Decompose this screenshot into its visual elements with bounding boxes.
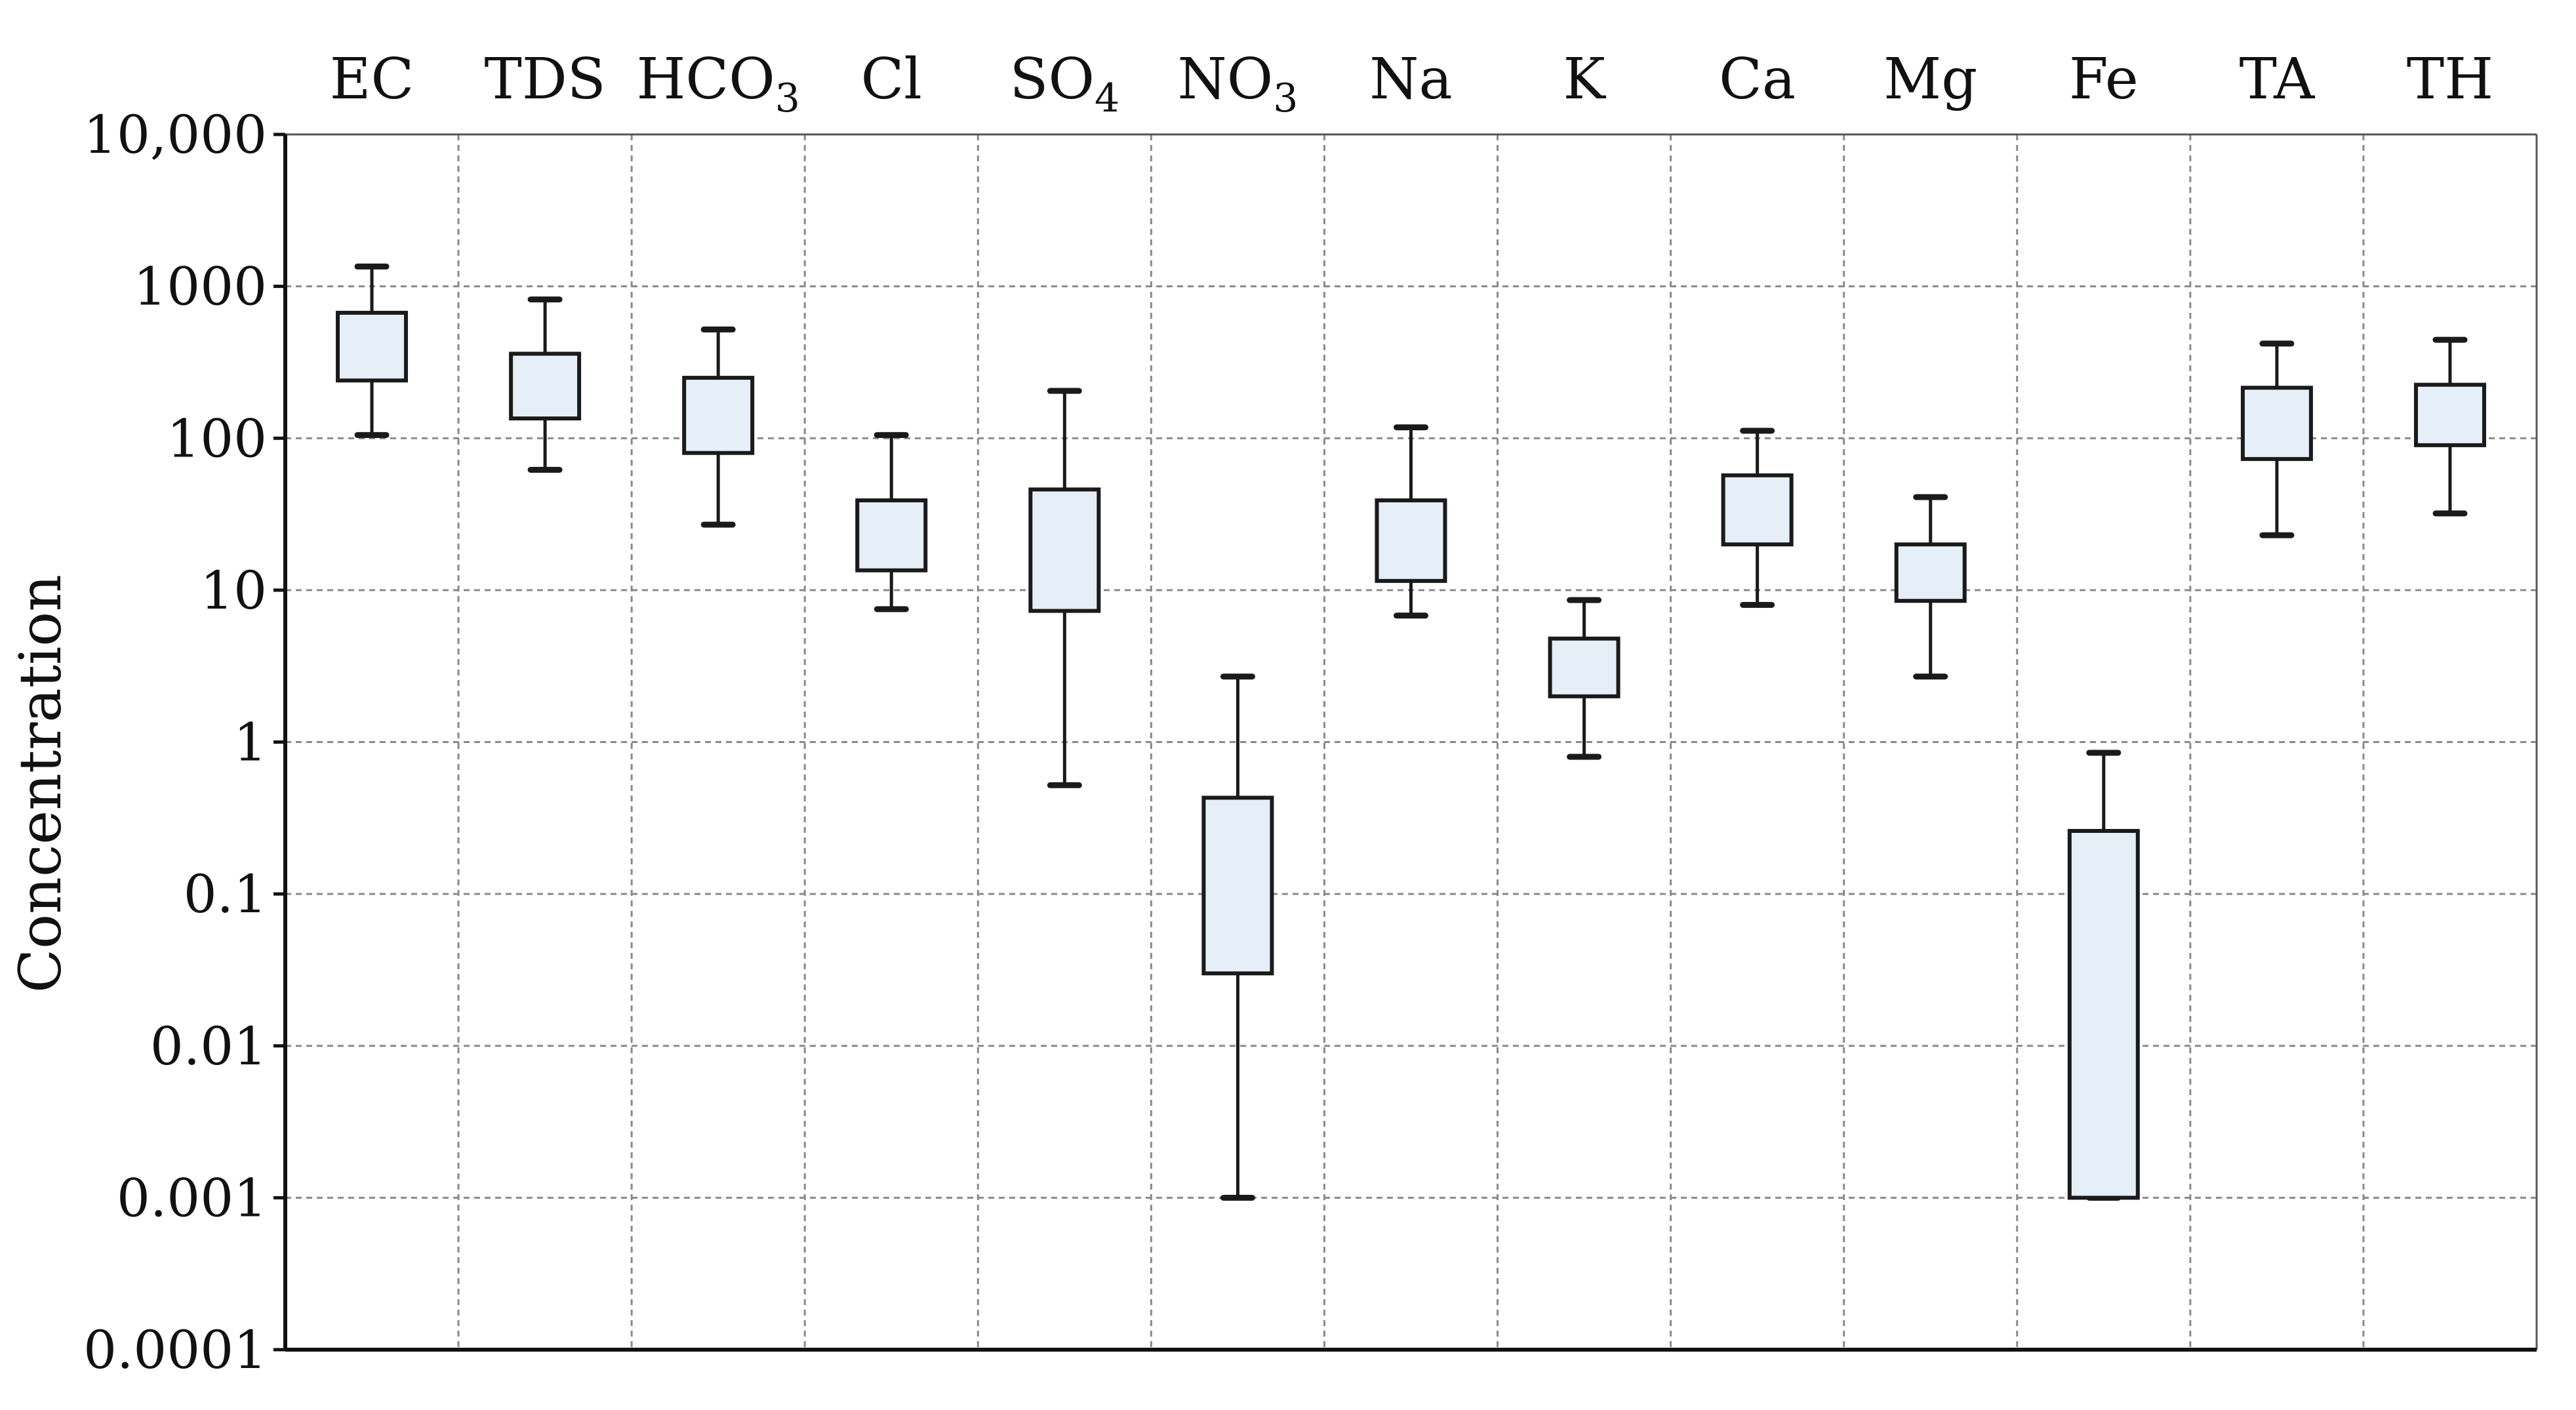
category-label: Cl bbox=[861, 47, 922, 112]
box-mg bbox=[1894, 494, 1967, 680]
iqr-box bbox=[1721, 473, 1794, 547]
iqr-box bbox=[1201, 796, 1274, 976]
box-no3 bbox=[1201, 674, 1274, 1201]
plot-frame bbox=[273, 132, 2538, 1352]
category-label: TDS bbox=[484, 47, 605, 112]
iqr-box bbox=[1028, 487, 1101, 613]
box-ec bbox=[336, 263, 409, 438]
iqr-box bbox=[336, 310, 409, 383]
y-tick-labels: 10,000 1000 100 10 1 0.1 0.01 0.001 0.0001 bbox=[83, 104, 267, 1380]
iqr-box bbox=[2067, 829, 2140, 1200]
iqr-box bbox=[2413, 382, 2486, 447]
y-tick-label: 0.0001 bbox=[83, 1319, 267, 1380]
box-ca bbox=[1721, 428, 1794, 608]
category-labels: EC TDS HCO3 Cl SO4 NO3 Na K Ca Mg Fe TA TH bbox=[330, 47, 2493, 121]
iqr-box bbox=[1375, 498, 1447, 583]
y-tick-label: 10 bbox=[200, 560, 267, 621]
iqr-box bbox=[1894, 542, 1967, 603]
iqr-box bbox=[682, 376, 755, 455]
category-label: Mg bbox=[1883, 47, 1977, 112]
y-tick-label: 0.001 bbox=[117, 1167, 267, 1228]
iqr-box bbox=[509, 352, 582, 421]
box-hco3 bbox=[682, 326, 755, 528]
category-label: K bbox=[1563, 47, 1606, 112]
box-th bbox=[2413, 336, 2486, 517]
box-cl bbox=[855, 432, 928, 613]
box-ta bbox=[2240, 340, 2313, 538]
category-label: NO3 bbox=[1177, 47, 1298, 121]
y-tick-label: 100 bbox=[167, 408, 267, 469]
iqr-box bbox=[2240, 386, 2313, 461]
category-label: TA bbox=[2240, 47, 2316, 112]
box-so4 bbox=[1028, 388, 1101, 788]
category-label: TH bbox=[2407, 47, 2493, 112]
y-tick-label: 0.01 bbox=[150, 1016, 267, 1077]
y-axis-label: Concentration bbox=[7, 574, 74, 993]
box-na bbox=[1375, 424, 1447, 619]
category-label: Na bbox=[1369, 47, 1453, 112]
category-label: EC bbox=[330, 47, 414, 112]
category-label: SO4 bbox=[1010, 47, 1120, 121]
box-tds bbox=[509, 296, 582, 473]
y-tick-label: 0.1 bbox=[184, 864, 267, 925]
category-label: Fe bbox=[2069, 47, 2139, 112]
y-tick-label: 1 bbox=[233, 712, 267, 773]
y-tick-label: 10,000 bbox=[83, 104, 267, 165]
box-k bbox=[1548, 597, 1620, 760]
category-label: HCO3 bbox=[636, 47, 800, 121]
iqr-box bbox=[1548, 636, 1620, 698]
y-tick-label: 1000 bbox=[133, 256, 267, 317]
category-label: Ca bbox=[1719, 47, 1796, 112]
box-series bbox=[336, 263, 2486, 1201]
box-fe bbox=[2067, 750, 2140, 1201]
iqr-box bbox=[855, 498, 928, 573]
